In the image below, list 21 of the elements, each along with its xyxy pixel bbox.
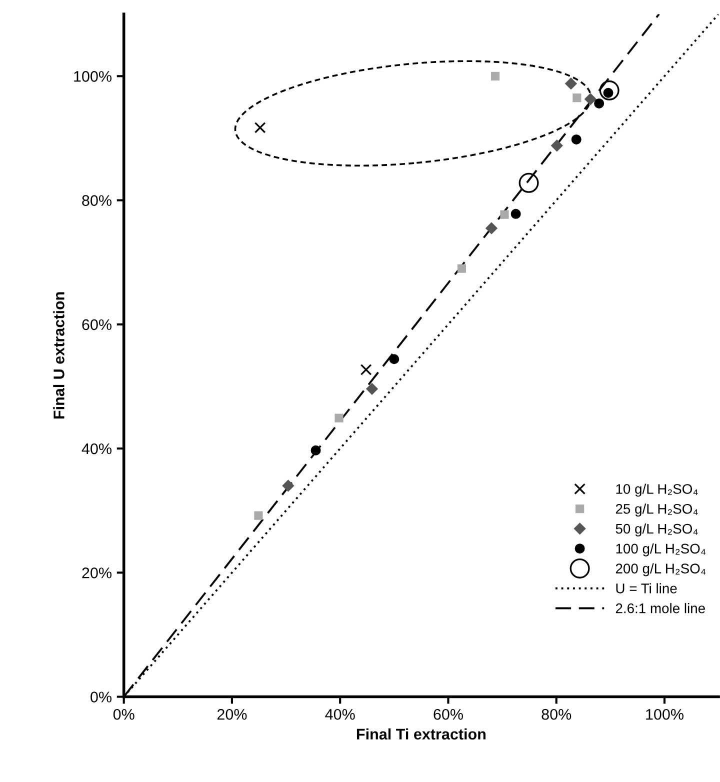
- x-tick-label: 0%: [113, 708, 134, 720]
- y-tick-label: 80%: [82, 195, 112, 206]
- y-tick-label: 20%: [82, 568, 112, 578]
- legend-label: 2.6:1 mole line: [616, 603, 705, 614]
- y-tick-label: 100%: [74, 71, 112, 82]
- y-tick-label: 40%: [82, 443, 112, 454]
- x-tick-label: 40%: [325, 708, 355, 720]
- legend-label: 50 g/L H₂SO₄: [616, 523, 698, 536]
- x-axis-title: Final Ti extraction: [356, 728, 486, 740]
- x-tick-label: 20%: [217, 708, 247, 720]
- x-tick-label: 80%: [542, 708, 572, 720]
- y-tick-label: 0%: [90, 692, 112, 702]
- x-tick-label: 60%: [434, 708, 463, 720]
- y-axis-title: Final U extraction: [53, 292, 64, 418]
- legend-label: U = Ti line: [616, 583, 677, 594]
- legend-label: 10 g/L H₂SO₄: [616, 484, 698, 497]
- legend-label: 100 g/L H₂SO₄: [616, 543, 706, 556]
- y-tick-label: 60%: [82, 319, 112, 330]
- x-tick-label: 100%: [646, 708, 684, 720]
- legend-label: 25 g/L H₂SO₄: [616, 504, 698, 517]
- legend-label: 200 g/L H₂SO₄: [616, 563, 706, 576]
